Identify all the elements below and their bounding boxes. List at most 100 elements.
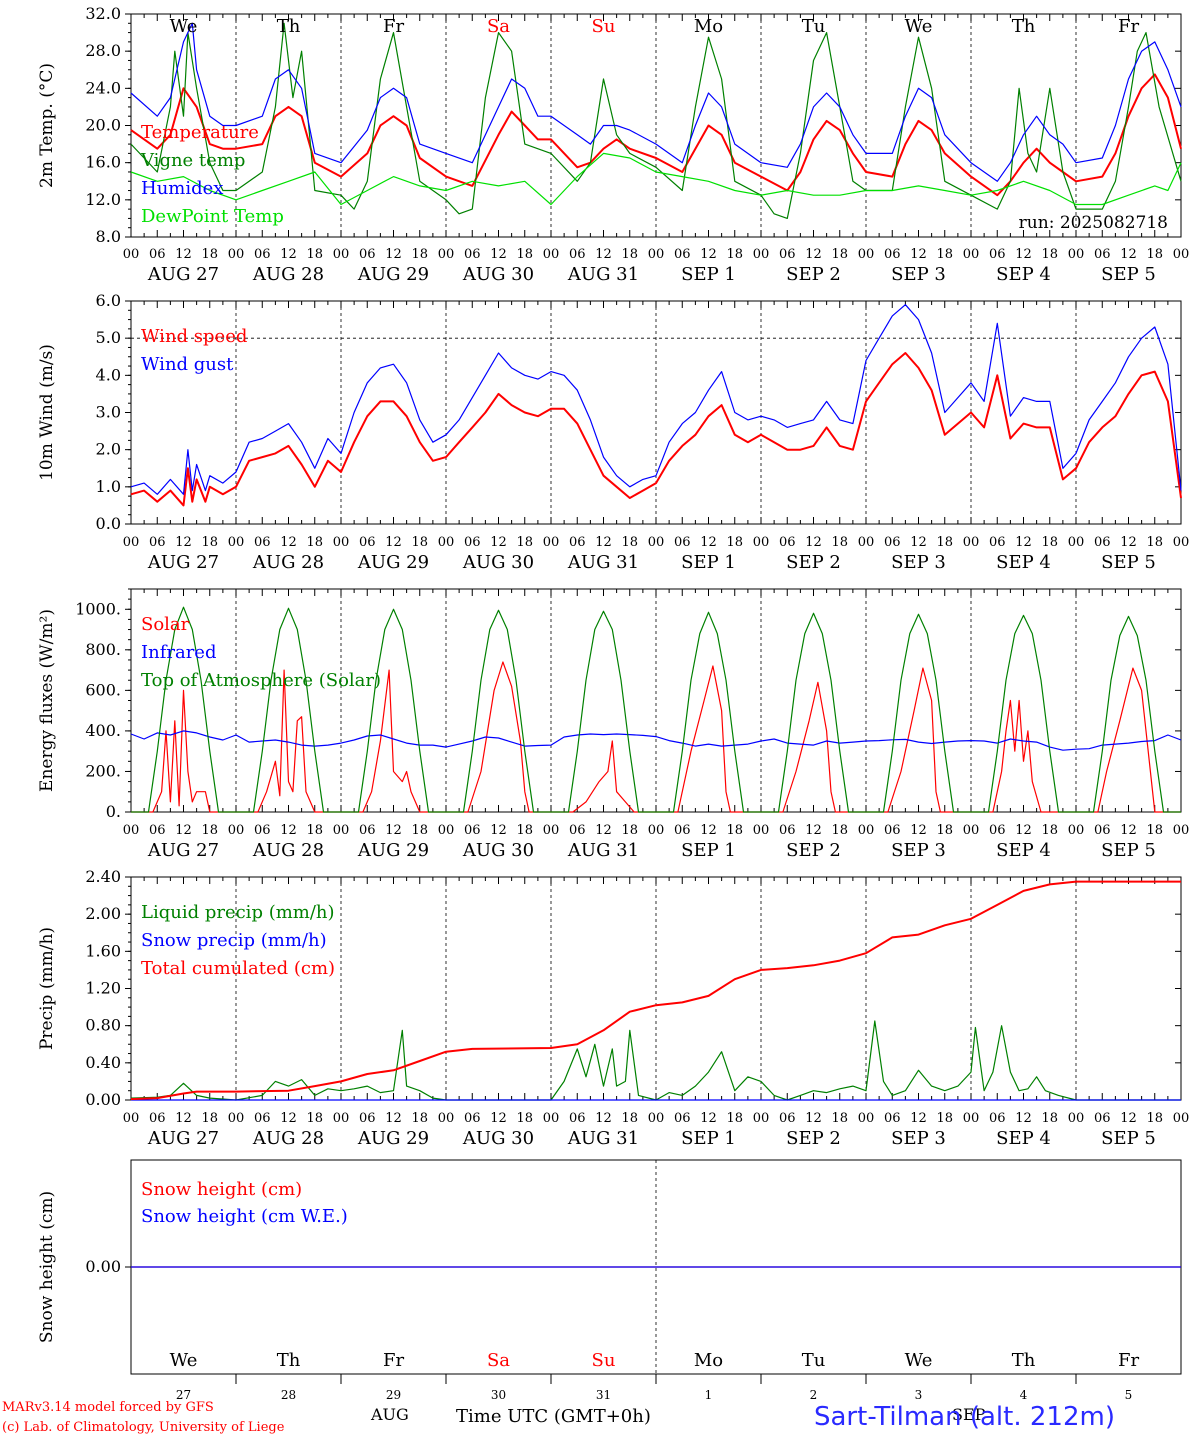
hour-label: 06 <box>989 823 1006 838</box>
y-tick-label: 32.0 <box>85 4 121 23</box>
hour-label: 18 <box>516 247 533 262</box>
hour-label: 12 <box>1120 535 1137 550</box>
hour-label: 18 <box>831 247 848 262</box>
hour-label: 12 <box>595 247 612 262</box>
hour-label: 06 <box>149 1111 166 1126</box>
hour-label: 06 <box>989 1111 1006 1126</box>
y-tick-label: 2.40 <box>85 867 121 886</box>
hour-label: 00 <box>438 535 455 550</box>
hour-label: 12 <box>910 247 927 262</box>
hour-label: 12 <box>490 535 507 550</box>
hour-label: 06 <box>359 535 376 550</box>
hour-label: 06 <box>884 823 901 838</box>
hour-label: 00 <box>543 247 560 262</box>
day-name: Fr <box>383 1350 404 1371</box>
day-number: 30 <box>491 1388 506 1402</box>
y-tick-label: 16.0 <box>85 153 121 172</box>
hour-label: 00 <box>333 535 350 550</box>
y-axis-label: Precip (mm/h) <box>37 927 57 1050</box>
day-name: Th <box>277 1350 301 1371</box>
hour-label: 12 <box>385 535 402 550</box>
hour-label: 00 <box>1173 247 1190 262</box>
legend-entry: Temperature <box>141 122 259 143</box>
hour-label: 18 <box>936 247 953 262</box>
hour-label: 12 <box>805 823 822 838</box>
hour-label: 18 <box>516 823 533 838</box>
hour-label: 00 <box>543 1111 560 1126</box>
hour-label: 00 <box>123 823 140 838</box>
hour-label: 12 <box>385 247 402 262</box>
hour-label: 06 <box>989 247 1006 262</box>
hour-label: 12 <box>490 823 507 838</box>
hour-label: 00 <box>858 535 875 550</box>
hour-label: 06 <box>254 823 271 838</box>
hour-label: 18 <box>621 247 638 262</box>
hour-label: 06 <box>569 247 586 262</box>
hour-label: 12 <box>700 1111 717 1126</box>
hour-label: 06 <box>569 823 586 838</box>
y-tick-label: 0.80 <box>85 1016 121 1035</box>
day-name: We <box>170 1350 198 1371</box>
date-label: SEP 5 <box>1101 264 1156 285</box>
hour-label: 18 <box>306 535 323 550</box>
date-label: SEP 4 <box>996 1128 1051 1149</box>
hour-label: 12 <box>175 535 192 550</box>
hour-label: 00 <box>648 1111 665 1126</box>
date-label: AUG 27 <box>147 552 219 573</box>
legend-entry: DewPoint Temp <box>141 206 284 227</box>
hour-label: 00 <box>438 247 455 262</box>
hour-label: 12 <box>280 1111 297 1126</box>
hour-label: 00 <box>1173 823 1190 838</box>
date-label: AUG 30 <box>462 264 534 285</box>
date-label: AUG 28 <box>252 1128 324 1149</box>
day-number: 2 <box>810 1388 818 1402</box>
hour-label: 18 <box>411 535 428 550</box>
date-label: SEP 5 <box>1101 840 1156 861</box>
hour-label: 06 <box>884 247 901 262</box>
date-label: AUG 28 <box>252 552 324 573</box>
hour-label: 18 <box>1041 823 1058 838</box>
hour-label: 06 <box>359 1111 376 1126</box>
lab-credit: (c) Lab. of Climatology, University of L… <box>2 1420 285 1435</box>
legend-entry: Humidex <box>141 178 223 199</box>
hour-label: 06 <box>674 535 691 550</box>
series-line <box>130 73 1182 197</box>
hour-label: 18 <box>936 535 953 550</box>
hour-label: 18 <box>1146 1111 1163 1126</box>
series-line <box>130 880 1181 1101</box>
hour-label: 00 <box>438 823 455 838</box>
day-name: Fr <box>1118 1350 1139 1371</box>
hour-label: 00 <box>123 247 140 262</box>
day-name: Th <box>1012 1350 1036 1371</box>
day-name: We <box>905 1350 933 1371</box>
series-line <box>130 730 1182 751</box>
day-name: We <box>170 16 198 37</box>
hour-label: 06 <box>254 535 271 550</box>
hour-label: 06 <box>464 1111 481 1126</box>
y-tick-label: 0. <box>106 802 121 821</box>
hour-label: 12 <box>175 1111 192 1126</box>
legend-entry: Wind speed <box>141 326 247 347</box>
hour-label: 00 <box>858 823 875 838</box>
y-axis-label: 2m Temp. (°C) <box>37 63 57 188</box>
hour-label: 18 <box>1041 1111 1058 1126</box>
hour-label: 12 <box>700 535 717 550</box>
date-label: AUG 27 <box>147 264 219 285</box>
y-axis-label: 10m Wind (m/s) <box>37 344 57 481</box>
hour-label: 00 <box>1068 247 1085 262</box>
y-tick-label: 2.0 <box>96 440 121 459</box>
legend-entry: Snow height (cm) <box>141 1179 302 1200</box>
hour-label: 00 <box>1173 1111 1190 1126</box>
hour-label: 18 <box>1146 247 1163 262</box>
day-number: 31 <box>596 1388 611 1402</box>
hour-label: 06 <box>569 535 586 550</box>
date-label: SEP 1 <box>681 264 736 285</box>
hour-label: 06 <box>779 247 796 262</box>
legend-entry: Vigne temp <box>140 150 245 171</box>
legend-entry: Top of Atmosphere (Solar) <box>141 670 381 691</box>
hour-label: 18 <box>516 535 533 550</box>
date-label: SEP 4 <box>996 840 1051 861</box>
y-tick-label: 4.0 <box>96 365 121 384</box>
hour-label: 12 <box>1015 535 1032 550</box>
hour-label: 18 <box>201 1111 218 1126</box>
